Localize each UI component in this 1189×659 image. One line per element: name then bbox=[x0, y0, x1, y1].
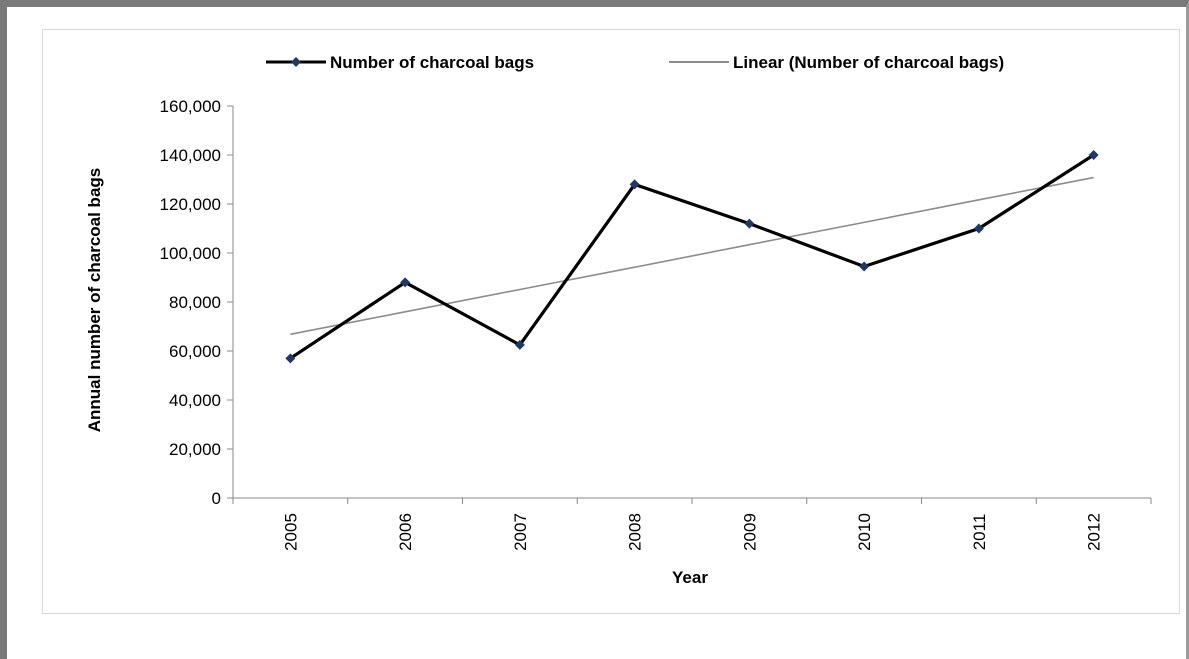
x-tick-label: 2005 bbox=[281, 513, 300, 551]
trendline bbox=[290, 178, 1093, 335]
y-tick-label: 160,000 bbox=[160, 97, 221, 116]
x-tick-label: 2011 bbox=[970, 514, 989, 551]
legend: Number of charcoal bags Linear (Number o… bbox=[266, 53, 1004, 72]
legend-label-series: Number of charcoal bags bbox=[330, 53, 534, 72]
x-axis-title: Year bbox=[672, 568, 708, 587]
y-tick-label: 60,000 bbox=[169, 342, 221, 361]
legend-series-marker bbox=[291, 57, 301, 67]
y-tick-label: 0 bbox=[212, 489, 221, 508]
y-tick-label: 120,000 bbox=[160, 195, 221, 214]
y-axis-title: Annual number of charcoal bags bbox=[85, 168, 104, 433]
x-tick-label: 2006 bbox=[396, 513, 415, 551]
x-tick-label: 2009 bbox=[740, 513, 759, 551]
data-point bbox=[859, 261, 869, 271]
y-tick-label: 80,000 bbox=[169, 293, 221, 312]
data-point bbox=[744, 219, 754, 229]
y-tick-label: 100,000 bbox=[160, 244, 221, 263]
x-tick-label: 2008 bbox=[626, 513, 645, 551]
line-chart: Number of charcoal bags Linear (Number o… bbox=[43, 30, 1181, 615]
x-tick-label: 2012 bbox=[1085, 513, 1104, 551]
y-tick-label: 140,000 bbox=[160, 146, 221, 165]
legend-label-trend: Linear (Number of charcoal bags) bbox=[733, 53, 1004, 72]
y-tick-label: 40,000 bbox=[169, 391, 221, 410]
y-axis-ticks: 0 20,000 40,000 60,000 80,000 100,000 120,000 1… bbox=[160, 97, 233, 508]
y-tick-label: 20,000 bbox=[169, 440, 221, 459]
x-tick-label: 2007 bbox=[511, 513, 530, 551]
x-tick-label: 2010 bbox=[855, 513, 874, 551]
chart-panel: Number of charcoal bags Linear (Number o… bbox=[42, 29, 1180, 614]
x-axis-ticks: 2005 2006 2007 2008 2009 2010 2011 2012 bbox=[233, 498, 1151, 551]
axes bbox=[233, 106, 1151, 498]
plot-area bbox=[285, 150, 1098, 363]
